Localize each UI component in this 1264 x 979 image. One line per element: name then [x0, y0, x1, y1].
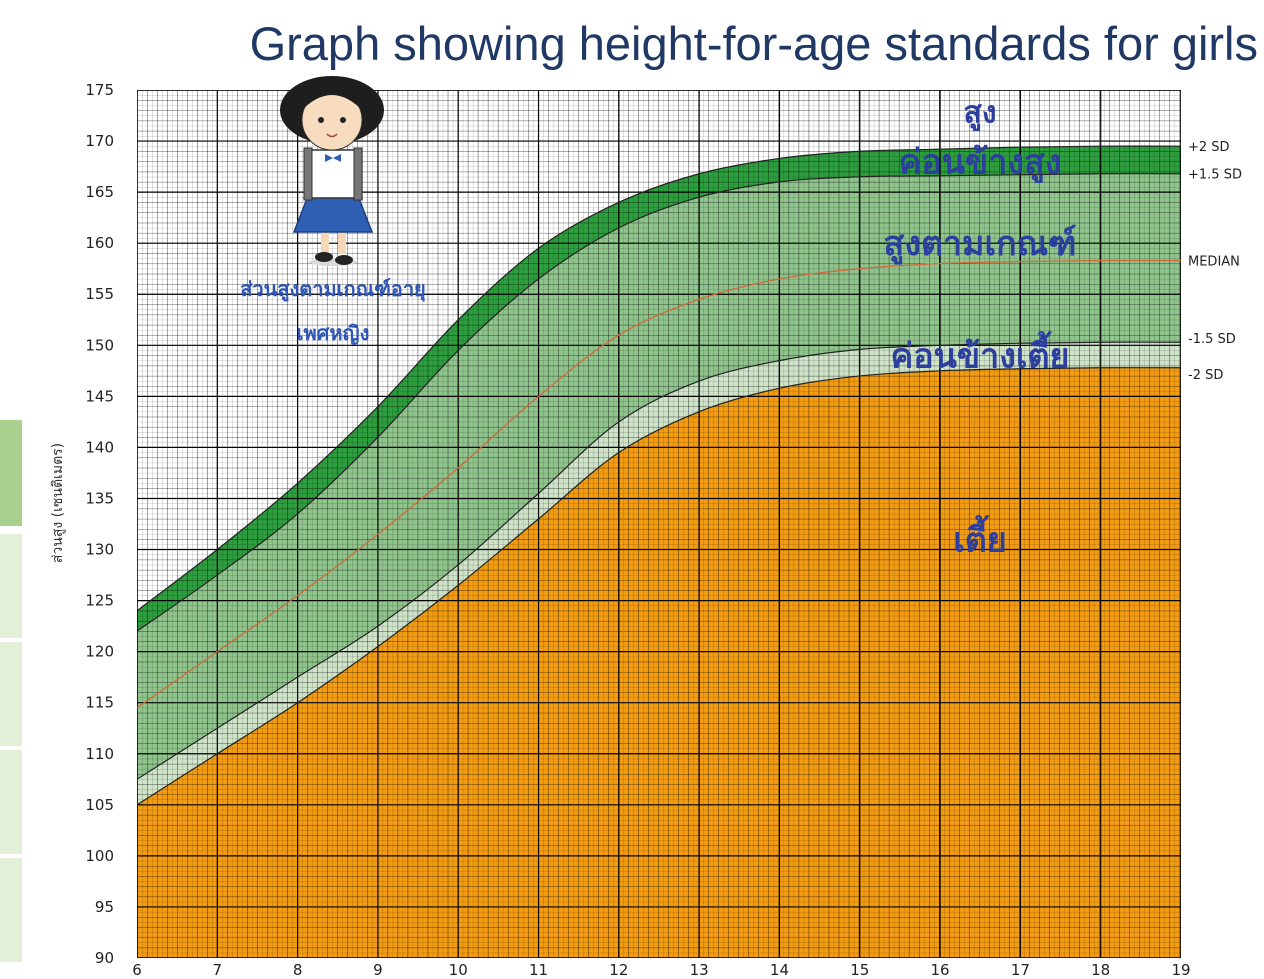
zone-label: เตี้ย	[953, 514, 1007, 560]
chart-label-line1: ส่วนสูงตามเกณฑ์อายุ	[240, 277, 426, 303]
series-line-median	[137, 259, 1181, 709]
y-tick-label: 120	[85, 643, 114, 661]
y-tick-label: 110	[85, 745, 114, 763]
girl-backpack-strap	[303, 147, 313, 201]
y-tick-label: 160	[85, 234, 114, 252]
zone-label: ค่อนข้างสูง	[899, 142, 1062, 183]
y-tick-label: 150	[85, 336, 114, 354]
sd-label: -1.5 SD	[1188, 332, 1236, 347]
girl-shoe	[335, 255, 353, 265]
sd-label: MEDIAN	[1188, 255, 1240, 270]
girl-eye	[318, 117, 324, 123]
y-tick-label: 135	[85, 489, 114, 507]
side-strip	[0, 420, 22, 526]
zone-label: ค่อนข้างเตี้ย	[891, 331, 1070, 377]
x-tick-label: 18	[1091, 961, 1110, 979]
sd-label: -2 SD	[1188, 368, 1223, 383]
grid-minor	[137, 90, 1181, 958]
girl-eye	[340, 117, 346, 123]
y-tick-label: 175	[85, 81, 114, 99]
series-line-15sd	[137, 341, 1181, 780]
x-tick-label: 6	[132, 961, 142, 979]
series-line-15sd	[137, 173, 1181, 632]
y-tick-label: 155	[85, 285, 114, 303]
sd-labels: +2 SD +1.5 SD MEDIAN -1.5 SD -2 SD	[1188, 140, 1242, 383]
x-tick-label: 15	[850, 961, 869, 979]
y-tick-label: 145	[85, 387, 114, 405]
y-tick-labels: 90 95 100 105 110 115 120 125 130 135 140 145 150 155…	[85, 81, 114, 967]
y-tick-label: 140	[85, 438, 114, 456]
zone-labels: สูงค่อนข้างสูงสูงตามเกณฑ์ค่อนข้างเตี้ยเต…	[884, 95, 1077, 560]
side-strip	[0, 750, 22, 854]
x-tick-label: 14	[770, 961, 789, 979]
girl-leg	[338, 222, 346, 254]
girl-shirt	[303, 149, 363, 199]
side-strip	[0, 642, 22, 746]
x-tick-label: 10	[449, 961, 468, 979]
sd-lines	[137, 145, 1181, 806]
y-tick-label: 165	[85, 183, 114, 201]
x-tick-label: 8	[293, 961, 303, 979]
x-tick-label: 12	[609, 961, 628, 979]
side-strip	[0, 534, 22, 638]
page-title: Graph showing height-for-age standards f…	[249, 17, 1258, 70]
x-tick-label: 19	[1171, 961, 1190, 979]
y-tick-label: 100	[85, 847, 114, 865]
y-tick-label: 115	[85, 694, 114, 712]
y-tick-label: 170	[85, 132, 114, 150]
x-tick-label: 16	[931, 961, 950, 979]
girl-skirt	[292, 195, 374, 233]
series-line-2sd	[137, 145, 1181, 612]
grid	[137, 90, 1181, 958]
y-tick-label: 90	[95, 949, 114, 967]
chart-label-line2: เพศหญิง	[297, 321, 370, 345]
girl-fringe	[300, 84, 364, 112]
x-tick-labels: 6 7 8 9 10 11 12 13 14 15 16 17 18 19	[132, 961, 1190, 979]
zone-label: สูง	[964, 95, 997, 131]
girl-shoe	[315, 252, 333, 262]
girl-bow	[325, 154, 341, 162]
girl-illustration	[280, 76, 384, 266]
x-tick-label: 17	[1011, 961, 1030, 979]
x-tick-label: 13	[690, 961, 709, 979]
y-tick-label: 95	[95, 898, 114, 916]
zone-label: สูงตามเกณฑ์	[884, 224, 1077, 265]
girl-mouth	[326, 133, 338, 138]
x-tick-label: 7	[213, 961, 223, 979]
girl-leg	[321, 222, 329, 254]
side-strip	[0, 858, 22, 962]
sd-label: +1.5 SD	[1188, 168, 1242, 183]
y-tick-label: 125	[85, 592, 114, 610]
series-line-2sd	[137, 367, 1181, 806]
y-tick-label: 130	[85, 541, 114, 559]
x-tick-label: 11	[529, 961, 548, 979]
y-tick-label: 105	[85, 796, 114, 814]
x-tick-label: 9	[373, 961, 383, 979]
girl-backpack-strap	[353, 147, 363, 201]
sd-label: +2 SD	[1188, 140, 1230, 155]
